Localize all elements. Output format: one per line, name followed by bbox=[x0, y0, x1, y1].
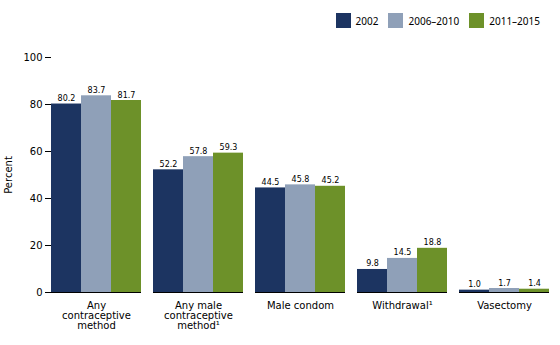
svg-text:1.7: 1.7 bbox=[498, 279, 511, 288]
svg-text:83.7: 83.7 bbox=[88, 86, 106, 95]
svg-text:0: 0 bbox=[36, 287, 42, 298]
svg-text:59.3: 59.3 bbox=[220, 143, 238, 152]
svg-text:52.2: 52.2 bbox=[160, 160, 178, 169]
svg-text:Any malecontraceptivemethod¹: Any malecontraceptivemethod¹ bbox=[164, 300, 233, 331]
svg-text:Anycontraceptivemethod: Anycontraceptivemethod bbox=[62, 300, 131, 331]
svg-text:45.2: 45.2 bbox=[322, 176, 340, 185]
svg-text:81.7: 81.7 bbox=[118, 91, 136, 100]
html-text:2011–2015: 2011–2015 bbox=[489, 13, 540, 28]
svg-text:14.5: 14.5 bbox=[394, 248, 412, 257]
html-text:2002: 2002 bbox=[355, 13, 379, 28]
svg-text:60: 60 bbox=[30, 146, 43, 157]
html-text:2006–2010: 2006–2010 bbox=[408, 13, 460, 28]
svg-text:Withdrawal¹: Withdrawal¹ bbox=[372, 300, 432, 311]
svg-text:Vasectomy: Vasectomy bbox=[477, 300, 532, 311]
svg-text:80: 80 bbox=[30, 99, 43, 110]
svg-text:44.5: 44.5 bbox=[262, 178, 280, 187]
svg-text:Percent: Percent bbox=[3, 156, 14, 194]
svg-text:100: 100 bbox=[23, 52, 42, 63]
svg-text:Male condom: Male condom bbox=[267, 300, 334, 311]
svg-text:18.8: 18.8 bbox=[424, 238, 442, 247]
svg-text:57.8: 57.8 bbox=[190, 147, 208, 156]
svg-text:20: 20 bbox=[30, 240, 43, 251]
svg-text:1.0: 1.0 bbox=[468, 280, 481, 289]
svg-text:40: 40 bbox=[30, 193, 43, 204]
svg-text:45.8: 45.8 bbox=[292, 175, 310, 184]
svg-text:80.2: 80.2 bbox=[58, 94, 76, 103]
svg-text:1.4: 1.4 bbox=[528, 279, 541, 288]
svg-text:9.8: 9.8 bbox=[366, 259, 379, 268]
